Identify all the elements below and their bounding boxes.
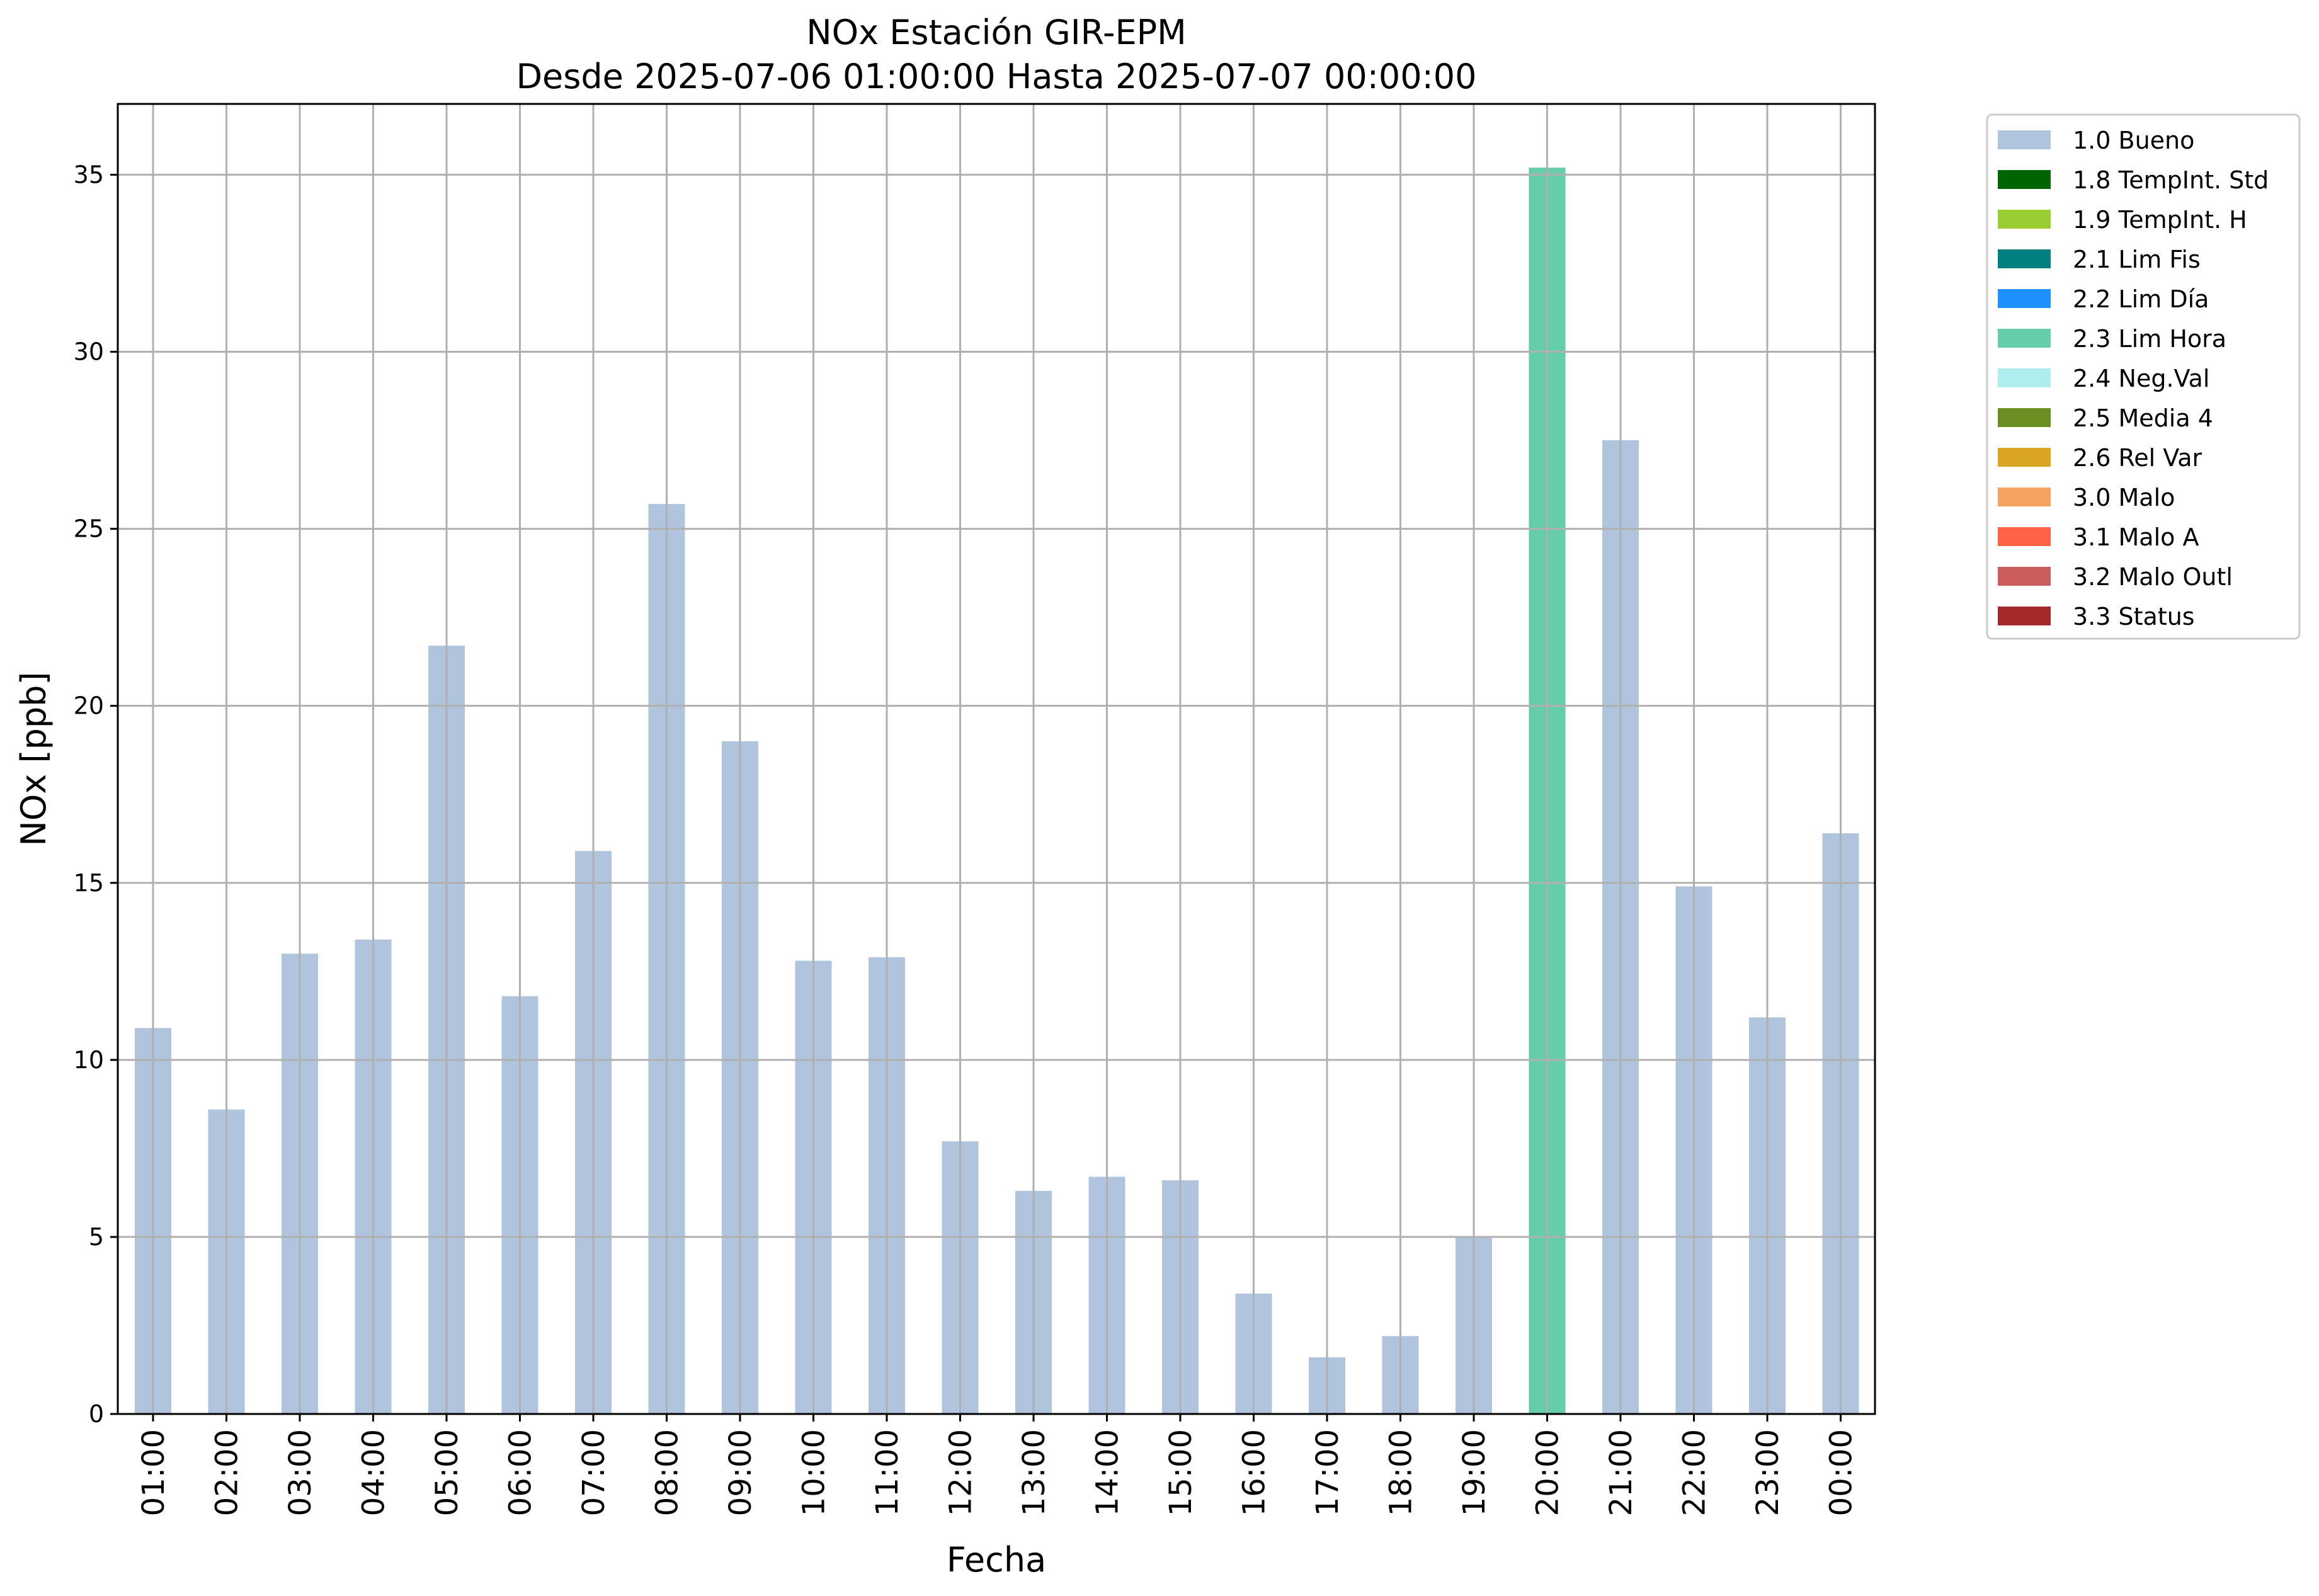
legend-swatch (1998, 487, 2051, 506)
chart-title: NOx Estación GIR-EPM (806, 13, 1187, 52)
chart-subtitle: Desde 2025-07-06 01:00:00 Hasta 2025-07-… (516, 57, 1476, 96)
x-tick-label: 09:00 (723, 1429, 758, 1516)
x-tick-label: 03:00 (283, 1429, 318, 1516)
legend-label: 3.1 Malo A (2073, 523, 2199, 551)
legend-label: 2.1 Lim Fis (2073, 246, 2201, 273)
legend-swatch (1998, 289, 2051, 308)
legend-entries: 1.0 Bueno 1.8 TempInt. Std 1.9 TempInt. H 2… (1998, 127, 2269, 630)
x-tick-label: 08:00 (650, 1429, 685, 1516)
legend-label: 2.2 Lim Día (2073, 285, 2209, 313)
x-axis-label: Fecha (947, 1540, 1046, 1580)
legend-label: 3.0 Malo (2073, 484, 2175, 511)
legend-frame (1986, 113, 2301, 640)
legend-label: 2.3 Lim Hora (2073, 325, 2226, 353)
legend-label: 3.3 Status (2073, 603, 2195, 630)
x-tick-label: 07:00 (576, 1429, 612, 1516)
legend-swatch (1998, 567, 2051, 586)
y-tick-label: 5 (89, 1223, 104, 1251)
legend-swatch (1998, 408, 2051, 427)
x-tick-label: 11:00 (870, 1429, 905, 1516)
legend-label: 2.4 Neg.Val (2073, 365, 2209, 392)
x-tick-label: 15:00 (1163, 1429, 1199, 1516)
legend-swatch (1998, 210, 2051, 229)
x-tick-label: 16:00 (1237, 1429, 1272, 1516)
x-tick-label: 01:00 (136, 1429, 171, 1516)
legend-label: 2.5 Media 4 (2073, 404, 2213, 432)
legend-swatch (1998, 329, 2051, 348)
x-tick-label: 20:00 (1530, 1429, 1566, 1516)
x-tick-label: 02:00 (210, 1429, 245, 1516)
x-tick-label: 04:00 (356, 1429, 392, 1516)
x-tick-label: 22:00 (1677, 1429, 1712, 1516)
legend-swatch (1998, 170, 2051, 189)
x-tick-label: 13:00 (1017, 1429, 1052, 1516)
legend-swatch (1998, 130, 2051, 149)
y-axis-ticks: 0 5 10 15 20 25 30 35 (74, 161, 118, 1428)
y-tick-label: 35 (74, 161, 104, 188)
y-axis-label: NOx [ppb] (14, 672, 54, 846)
y-tick-label: 15 (74, 869, 104, 897)
x-tick-label: 17:00 (1310, 1429, 1345, 1516)
legend-swatch (1998, 607, 2051, 625)
x-tick-label: 06:00 (503, 1429, 538, 1516)
y-tick-label: 25 (74, 515, 104, 543)
y-tick-label: 20 (74, 692, 104, 720)
legend-swatch (1998, 527, 2051, 546)
plot-frame (117, 103, 1876, 1415)
x-tick-label: 19:00 (1457, 1429, 1492, 1516)
legend-label: 1.0 Bueno (2073, 127, 2194, 154)
legend-label: 3.2 Malo Outl (2073, 563, 2233, 591)
x-tick-label: 14:00 (1090, 1429, 1125, 1516)
x-tick-label: 05:00 (430, 1429, 465, 1516)
y-tick-label: 10 (74, 1046, 104, 1074)
legend-label: 1.9 TempInt. H (2073, 206, 2247, 234)
legend: 1.0 Bueno 1.8 TempInt. Std 1.9 TempInt. H 2… (1986, 113, 2301, 640)
x-tick-label: 10:00 (797, 1429, 832, 1516)
legend-label: 1.8 TempInt. Std (2073, 166, 2269, 194)
legend-swatch (1998, 249, 2051, 268)
y-tick-label: 30 (74, 338, 104, 366)
x-tick-label: 18:00 (1384, 1429, 1419, 1516)
legend-swatch (1998, 368, 2051, 387)
legend-label: 2.6 Rel Var (2073, 444, 2202, 472)
x-tick-label: 23:00 (1750, 1429, 1786, 1516)
y-tick-label: 0 (89, 1400, 104, 1428)
x-axis-ticks: 01:00 02:00 03:00 04:00 05:00 06:00 07:00 08:00… (136, 1414, 1859, 1516)
legend-swatch (1998, 448, 2051, 467)
x-tick-label: 00:00 (1824, 1429, 1859, 1516)
x-tick-label: 12:00 (943, 1429, 979, 1516)
x-tick-label: 21:00 (1604, 1429, 1639, 1516)
